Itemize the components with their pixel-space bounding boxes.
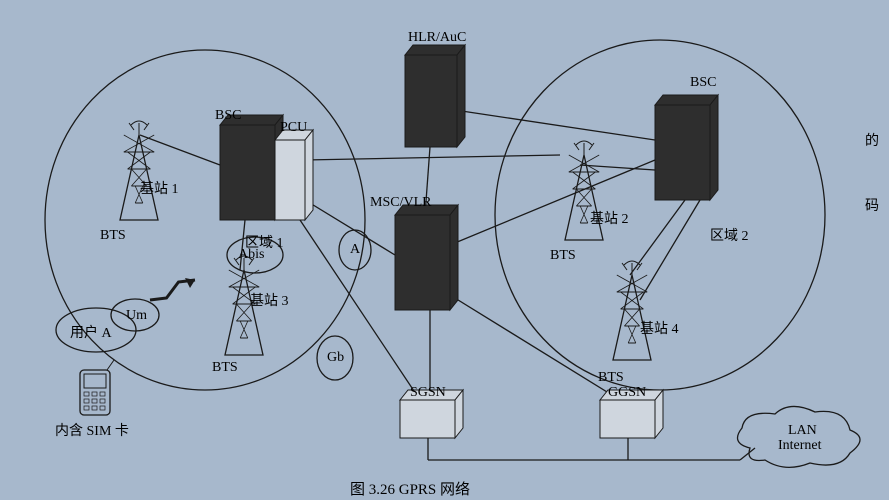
gprs-network-diagram: HLR/AuC BSC BSC PCU 基站 1 基站 2 基站 3 基站 4 … <box>0 0 889 500</box>
label-jizhan2: 基站 2 <box>590 208 629 228</box>
label-um: Um <box>126 308 147 324</box>
label-jizhan3: 基站 3 <box>250 290 289 310</box>
diagram-svg <box>0 0 889 500</box>
label-jizhan4: 基站 4 <box>640 318 679 338</box>
label-bts1: BTS <box>100 228 126 244</box>
label-bts2: BTS <box>550 248 576 264</box>
label-cloud-internet: Internet <box>778 438 822 454</box>
label-sgsn: SGSN <box>410 385 446 401</box>
label-cloud-lan: LAN <box>788 423 817 439</box>
label-sim: 内含 SIM 卡 <box>55 420 129 440</box>
label-msc: MSC/VLR <box>370 195 431 211</box>
label-bsc-left: BSC <box>215 108 241 124</box>
label-ggsn: GGSN <box>608 385 646 401</box>
label-gb: Gb <box>327 350 344 366</box>
label-user-a: 用户 A <box>70 322 112 342</box>
label-bts4: BTS <box>598 370 624 386</box>
figure-caption: 图 3.26 GPRS 网络 <box>350 478 470 499</box>
label-hlr: HLR/AuC <box>408 30 466 46</box>
label-a: A <box>350 242 360 258</box>
side-text-2: 码 <box>865 195 879 215</box>
label-pcu: PCU <box>280 120 307 136</box>
label-bts3: BTS <box>212 360 238 376</box>
label-jizhan1: 基站 1 <box>140 178 179 198</box>
label-zone2: 区域 2 <box>710 225 749 245</box>
side-text-1: 的 <box>865 130 879 150</box>
label-bsc-right: BSC <box>690 75 716 91</box>
label-abis: Abis <box>238 247 264 263</box>
